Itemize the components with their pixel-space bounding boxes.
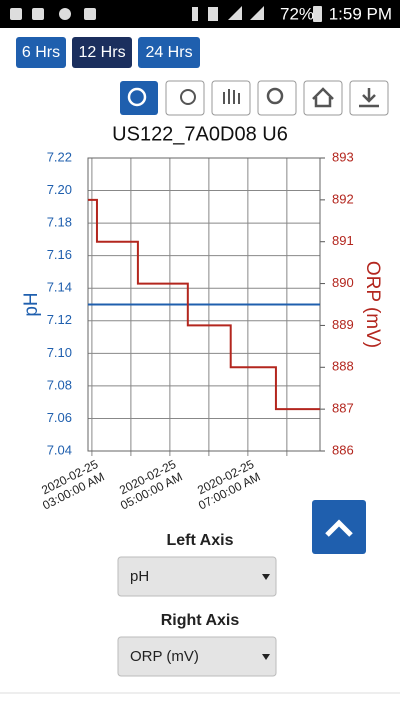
y-tick-label: 7.08 — [47, 377, 72, 392]
y2-tick-label: 887 — [332, 401, 354, 416]
range-button[interactable] — [16, 37, 66, 68]
left-axis-select[interactable] — [117, 556, 277, 597]
icon — [325, 519, 353, 537]
y2-tick-label: 891 — [332, 233, 354, 248]
icon — [359, 88, 379, 108]
battery: 72% — [280, 4, 314, 23]
y2-tick-label: 893 — [332, 149, 354, 164]
zoom-out-tool[interactable] — [257, 80, 297, 116]
pan-tool[interactable] — [211, 80, 251, 116]
clock: 1:59 PM — [329, 4, 392, 23]
y2-tick-label: 890 — [332, 275, 354, 290]
range-button-label: 12 Hrs — [78, 44, 125, 61]
x-tick-box: 2020-02-25 07:00:00 AM — [195, 457, 263, 513]
range-button[interactable] — [72, 37, 132, 68]
icon — [262, 654, 270, 660]
icon — [223, 89, 240, 104]
y-tick-label: 7.22 — [47, 149, 72, 164]
x-tick-group: 2020-02-25 03:00:00 AM — [39, 457, 107, 513]
icon — [127, 87, 147, 107]
y-tick-label: 7.06 — [47, 410, 72, 425]
y2-tick-label: 886 — [332, 442, 354, 457]
range-button[interactable] — [138, 37, 200, 68]
zoom-tool[interactable] — [120, 81, 158, 115]
y-tick-label: 7.20 — [47, 182, 72, 197]
x-tick-group: 2020-02-25 07:00:00 AM — [195, 457, 263, 513]
y2-axis-label: ORP (mV) — [362, 261, 383, 348]
status-icons — [10, 6, 322, 22]
toolbar[interactable] — [120, 80, 389, 116]
x-tick-label: 2020-02-25 05:00:00 AM — [117, 457, 185, 513]
chart-title: US122_7A0D08 U6 — [112, 123, 288, 145]
range-button-label: 24 Hrs — [145, 44, 192, 61]
icon — [312, 87, 334, 108]
x-tick-label: 2020-02-25 07:00:00 AM — [195, 457, 263, 513]
zoom-y-tool[interactable] — [165, 80, 205, 116]
right-axis-value: ORP (mV) — [130, 648, 199, 665]
y-tick-label: 7.12 — [47, 312, 72, 327]
y-tick-label: 7.14 — [47, 280, 72, 295]
icon — [262, 574, 270, 580]
y-tick-label: 7.16 — [47, 247, 72, 262]
icon — [266, 87, 284, 105]
y-axis-label: pH — [21, 292, 42, 316]
range-button-label: 6 Hrs — [22, 44, 60, 61]
y-tick-label: 7.18 — [47, 215, 72, 230]
left-axis-label: Left Axis — [167, 532, 234, 549]
right-axis-label: Right Axis — [161, 612, 240, 629]
right-axis-select[interactable] — [117, 636, 277, 677]
x-tick-group: 2020-02-25 05:00:00 AM — [117, 457, 185, 513]
x-tick-box: 2020-02-25 03:00:00 AM — [39, 457, 107, 513]
y-tick-label: 7.10 — [47, 345, 72, 360]
scroll-top-button[interactable] — [312, 500, 366, 554]
y2-tick-label: 889 — [332, 317, 354, 332]
left-axis-value: pH — [130, 568, 149, 585]
y2-tick-label: 888 — [332, 359, 354, 374]
y-tick-label: 7.04 — [47, 442, 72, 457]
home-tool[interactable] — [303, 80, 343, 116]
data-line — [88, 198, 320, 411]
x-tick-label: 2020-02-25 03:00:00 AM — [39, 457, 107, 513]
x-tick-box: 2020-02-25 05:00:00 AM — [117, 457, 185, 513]
icon — [180, 89, 196, 105]
y2-tick-label: 892 — [332, 191, 354, 206]
